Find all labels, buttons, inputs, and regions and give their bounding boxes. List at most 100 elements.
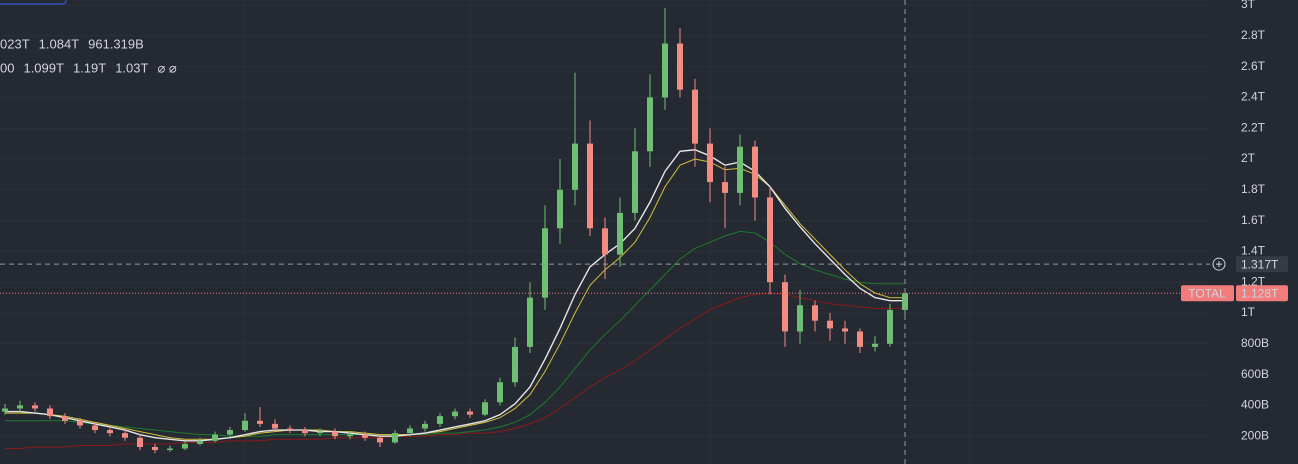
y-tick-label: 1.4T [1241, 244, 1266, 258]
legend-value: 023T [0, 36, 30, 51]
candle-body [272, 423, 278, 429]
y-tick-label: 2.6T [1241, 59, 1266, 73]
last-price-label-box [1236, 285, 1288, 302]
candle-body [782, 282, 788, 332]
add-alert-button[interactable] [1212, 257, 1226, 271]
candle-body [437, 416, 443, 424]
candle-body [737, 146, 743, 193]
candle-body [377, 437, 383, 443]
candle-body [317, 431, 323, 434]
candle-body [392, 433, 398, 443]
legend-value: 1.099T [23, 60, 64, 75]
y-tick-label: 200B [1241, 428, 1269, 442]
candle-body [752, 146, 758, 198]
candle-body [842, 328, 848, 332]
toolbar-box[interactable] [0, 0, 67, 5]
candle-body [212, 434, 218, 441]
candle-body [242, 420, 248, 431]
candle-body [527, 297, 533, 347]
candle-body [92, 425, 98, 431]
y-tick-label: 1.6T [1241, 213, 1266, 227]
candle-body [422, 423, 428, 429]
legend-value: 00 [0, 60, 14, 75]
legend-value: ⌀ ⌀ [157, 60, 176, 75]
y-tick-label: 2.8T [1241, 28, 1266, 42]
candle-body [632, 151, 638, 213]
candle-body [767, 197, 773, 283]
candle-body [497, 382, 503, 403]
candle-body [407, 428, 413, 434]
candle-body [707, 143, 713, 183]
candle-body [167, 448, 173, 451]
last-price-label: 1.128T [1241, 286, 1279, 300]
price-axis: 3T 2.8T 2.6T 2.4T 2.2T 2T 1.8T 1.6T 1.4T 1.2T 1T 80… [1241, 0, 1269, 442]
crosshair-label-box [1236, 256, 1288, 273]
candle-body [122, 433, 128, 438]
y-tick-label: 600B [1241, 367, 1269, 381]
candle-body [857, 331, 863, 347]
legend-value: 1.03T [115, 60, 148, 75]
candle-body [452, 411, 458, 417]
candle-body [647, 97, 653, 152]
ma-line [5, 230, 905, 437]
candle-body [227, 430, 233, 435]
candle-body [617, 212, 623, 255]
candle-body [887, 309, 893, 344]
candle-body [602, 228, 608, 255]
candle-body [872, 343, 878, 347]
candles [2, 8, 908, 454]
candle-body [332, 431, 338, 437]
candle-body [797, 305, 803, 332]
y-tick-label: 2.2T [1241, 120, 1266, 134]
candle-body [347, 434, 353, 437]
candle-body [542, 228, 548, 298]
candle-body [32, 405, 38, 409]
candle-body [722, 182, 728, 193]
candle-body [137, 437, 143, 447]
candle-body [2, 408, 8, 412]
candle-body [152, 446, 158, 451]
y-tick-label: 800B [1241, 336, 1269, 350]
y-tick-label: 1T [1241, 305, 1256, 319]
symbol-label-box [1181, 285, 1234, 302]
candle-body [197, 440, 203, 444]
candle-body [77, 420, 83, 426]
ma-line [5, 292, 905, 450]
y-tick-label: 400B [1241, 398, 1269, 412]
candle-body [467, 411, 473, 415]
candle-body [812, 305, 818, 321]
y-tick-label: 1.2T [1241, 274, 1266, 288]
candle-body [287, 428, 293, 431]
legend-value: 961.319B [88, 36, 144, 51]
candle-body [572, 143, 578, 190]
candle-body [482, 402, 488, 415]
add-alert-icon[interactable] [1216, 261, 1222, 268]
candle-body [182, 443, 188, 449]
candle-body [557, 189, 563, 229]
legend-value: 1.19T [73, 60, 106, 75]
y-tick-label: 2T [1241, 151, 1256, 165]
candle-body [302, 430, 308, 434]
legend-value: 1.084T [39, 36, 80, 51]
candle-body [662, 43, 668, 98]
y-tick-label: 3T [1241, 0, 1256, 11]
candle-body [107, 430, 113, 434]
candle-body [827, 320, 833, 329]
candle-body [257, 420, 263, 424]
candle-body [692, 89, 698, 144]
candle-body [512, 346, 518, 383]
vertical-grid [244, 0, 971, 464]
y-tick-label: 2.4T [1241, 90, 1266, 104]
symbol-label: TOTAL [1188, 286, 1226, 300]
y-tick-label: 1.8T [1241, 182, 1266, 196]
candle-body [17, 405, 23, 409]
candle-body [587, 143, 593, 229]
candle-body [677, 43, 683, 90]
candle-body [62, 416, 68, 421]
crosshair-label: 1.317T [1241, 257, 1279, 271]
candle-body [362, 434, 368, 438]
